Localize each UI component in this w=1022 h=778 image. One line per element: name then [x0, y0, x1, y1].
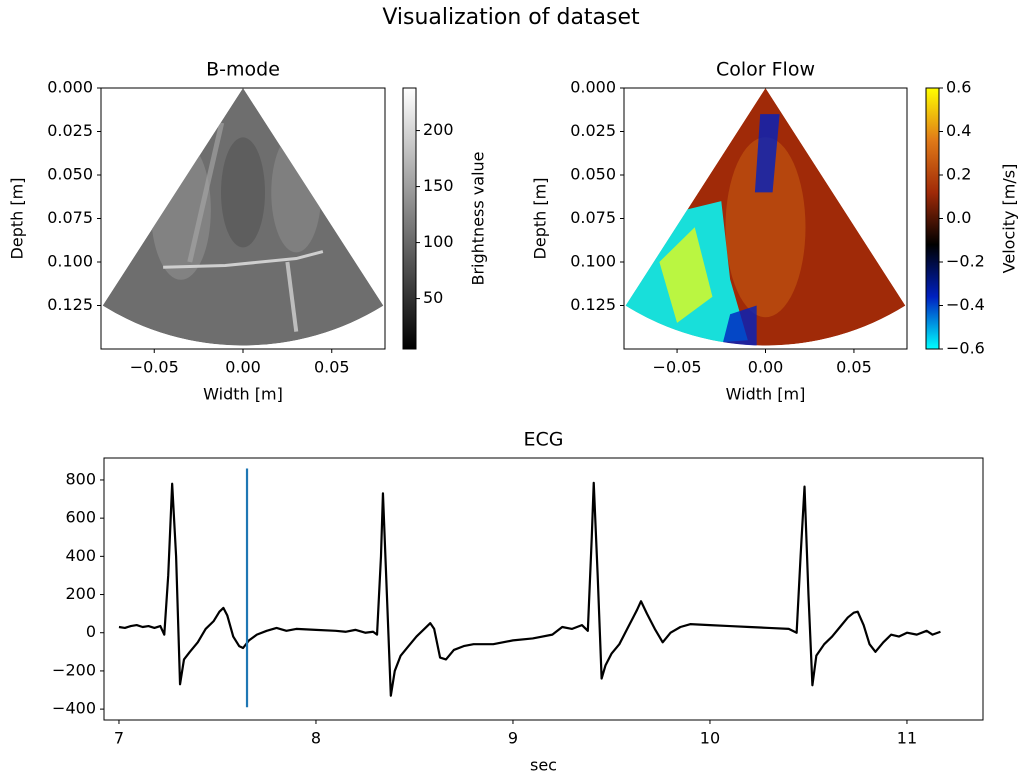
x-axis-label: Width [m] [203, 385, 283, 404]
colorbar-tick-label: 100 [423, 232, 454, 251]
y-tick-label: 0.100 [47, 252, 93, 271]
image [102, 88, 384, 346]
y-tick-label: 0.075 [570, 208, 616, 227]
x-tick-label: 0.00 [748, 358, 784, 377]
y-axis-label: Depth [m] [8, 178, 27, 260]
image [625, 88, 906, 346]
plot-area [118, 468, 941, 708]
colorbar-tick-label: 200 [423, 120, 454, 139]
colorbar-tick-label: 0.4 [946, 121, 971, 140]
x-axis-label: Width [m] [726, 385, 806, 404]
colorbar-label: Velocity [m/s] [1000, 164, 1019, 274]
axes-title: Color Flow [716, 59, 815, 81]
wall [187, 122, 225, 263]
y-tick-label: 400 [65, 546, 96, 565]
y-tick-label: 0.000 [47, 78, 93, 97]
y-tick-label: 0.050 [47, 165, 93, 184]
y-tick-label: 0 [86, 622, 96, 641]
y-tick-label: 0.025 [570, 121, 616, 140]
x-tick-label: 0.05 [314, 358, 350, 377]
colorbar-tick-label: 150 [423, 176, 454, 195]
y-tick-label: 0.000 [570, 78, 616, 97]
x-tick-label: −0.05 [130, 358, 179, 377]
valve [163, 250, 324, 269]
colorbar [402, 87, 417, 350]
y-tick-label: −400 [52, 699, 96, 718]
y-tick-label: 0.050 [570, 165, 616, 184]
figure-title: Visualization of dataset [382, 5, 640, 30]
y-tick-label: 800 [65, 469, 96, 488]
y-tick-label: 0.125 [570, 295, 616, 314]
colorbar-tick-label: 0.2 [946, 165, 971, 184]
y-tick-label: 0.100 [570, 252, 616, 271]
x-tick-label: 0.05 [836, 358, 872, 377]
tissue [271, 132, 322, 253]
x-axis-label: sec [530, 756, 557, 775]
flow [754, 114, 780, 193]
colorbar-tick-label: 0.6 [946, 78, 971, 97]
x-tick-label: 11 [897, 729, 917, 748]
colorbar-label: Brightness value [469, 151, 488, 285]
flow [721, 305, 757, 346]
y-axis-label: Depth [m] [531, 178, 550, 260]
x-tick-label: −0.05 [653, 358, 702, 377]
colorbar-tick-label: −0.4 [946, 295, 985, 314]
y-tick-label: 0.075 [47, 208, 93, 227]
y-tick-label: −200 [52, 660, 96, 679]
colorbar-tick-label: −0.6 [946, 339, 985, 358]
axes-title: ECG [524, 429, 564, 451]
x-tick-label: 8 [311, 729, 321, 748]
x-tick-label: 9 [508, 729, 518, 748]
cavity [221, 137, 265, 248]
line [118, 481, 941, 697]
colorbar [925, 87, 940, 350]
colorbar-tick-label: 0.0 [946, 208, 971, 227]
flow [659, 227, 713, 323]
y-tick-label: 200 [65, 584, 96, 603]
axes-frame [103, 457, 984, 721]
septum [285, 261, 299, 332]
flow [725, 137, 806, 318]
colorbar-tick-label: −0.2 [946, 252, 985, 271]
y-tick-label: 0.025 [47, 121, 93, 140]
x-tick-label: 0.00 [225, 358, 261, 377]
x-tick-label: 7 [114, 729, 124, 748]
y-tick-label: 600 [65, 508, 96, 527]
y-tick-label: 0.125 [47, 295, 93, 314]
x-tick-label: 10 [700, 729, 720, 748]
colorbar-tick-label: 50 [423, 288, 443, 307]
axes-title: B-mode [206, 59, 280, 81]
